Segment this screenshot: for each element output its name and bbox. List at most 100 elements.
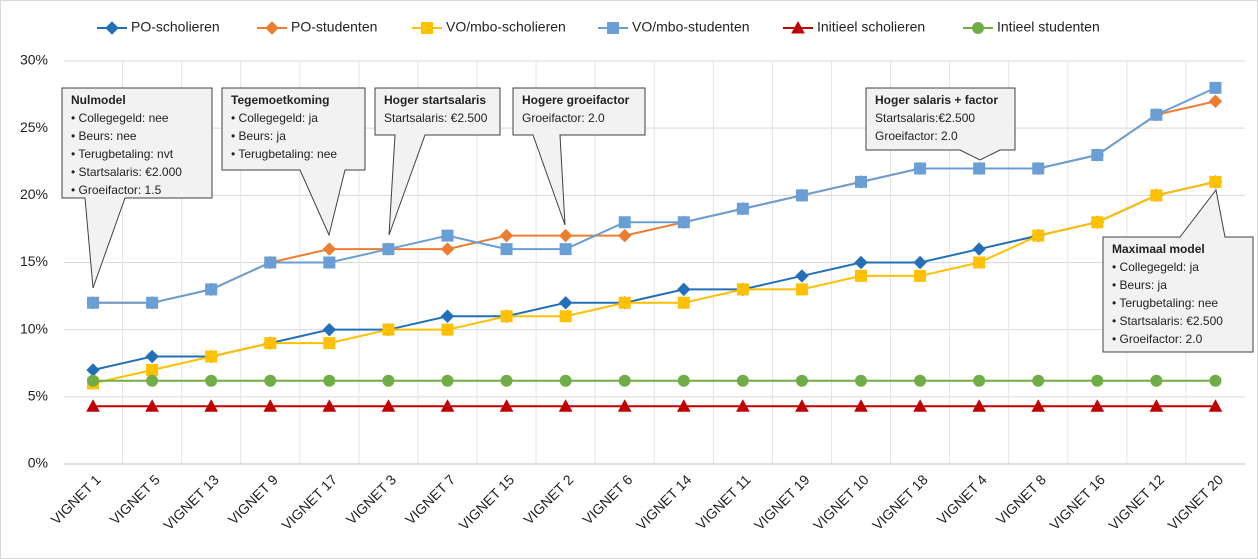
data-point [441,229,454,242]
callout-line: • Startsalaris: €2.000 [71,165,182,179]
callout: Hoger salaris + factor Startsalaris:€2.50… [865,87,1016,161]
data-point [145,349,159,364]
callout-line: Groeifactor: 2.0 [522,111,605,125]
callout-line: • Collegegeld: ja [1112,260,1199,274]
data-point [795,374,808,387]
data-point [440,242,455,256]
data-point [500,243,513,256]
callout-title: Hoger salaris + factor [875,93,998,107]
data-point [382,243,395,256]
data-point [1149,399,1164,412]
legend-label: PO-scholieren [131,19,220,35]
data-point [263,399,278,412]
data-point [1209,374,1222,387]
data-point [677,216,690,229]
data-point [914,162,927,175]
callout-title: Hogere groeifactor [522,93,630,107]
data-point [558,399,573,412]
callout-line: • Terugbetaling: nee [231,147,337,161]
legend-label: Intieel studenten [997,19,1100,35]
data-point [854,399,868,412]
data-point [264,374,277,387]
callout-line: • Beurs: ja [1112,278,1167,292]
data-point [559,310,572,323]
callout: Nulmodel • Collegegeld: nee • Beurs: nee • … [61,87,213,289]
data-point [854,255,868,270]
y-tick-label: 0% [28,455,48,471]
callout-box [865,87,1016,161]
callout-line: Startsalaris:€2.500 [875,111,975,125]
data-point [1209,81,1222,94]
data-point [323,374,336,387]
callout-box [512,87,646,226]
series-line [93,86,1216,304]
data-point [500,310,513,323]
data-point [323,337,336,350]
data-point [973,162,986,175]
callout-line: Groeifactor: 2.0 [875,129,958,143]
data-point [618,374,631,387]
data-point [914,269,927,282]
data-point [205,283,218,296]
data-point [736,202,749,215]
data-point [382,374,395,387]
data-point [973,374,986,387]
data-point [677,296,690,309]
data-point [499,399,514,412]
callout-line: • Beurs: nee [71,129,137,143]
y-tick-label: 10% [20,320,48,336]
data-point [795,283,808,296]
data-point [795,269,809,283]
data-point [914,374,927,387]
data-point [558,296,573,310]
data-point [205,374,218,387]
data-point [381,399,396,412]
data-point [618,296,631,309]
callout-line: Startsalaris: €2.500 [384,111,488,125]
callout-title: Nulmodel [71,93,126,107]
data-point [145,399,159,412]
data-point [1090,399,1105,412]
callout-title: Tegemoetkoming [231,93,329,107]
legend-label: Initieel scholieren [817,19,925,35]
legend-marker [607,22,619,34]
data-point [855,175,868,188]
data-point [322,399,337,412]
data-point [1032,229,1045,242]
data-point [146,374,159,387]
data-point [677,374,690,387]
data-point [1208,94,1223,109]
data-point [1091,149,1104,162]
callout-line: • Terugbetaling: nee [1112,296,1218,310]
callout-title: Hoger startsalaris [384,93,486,107]
callout-line: • Groeifactor: 2.0 [1112,332,1203,346]
callout-line: • Collegegeld: ja [231,111,318,125]
data-point [1150,189,1163,202]
data-point [204,399,219,412]
y-tick-label: 20% [20,186,48,202]
data-point [1032,162,1045,175]
data-point [913,255,927,270]
data-point [795,399,809,412]
callout: Hogere groeifactor Groeifactor: 2.0 [512,87,646,226]
callout-box [61,87,213,289]
data-point [87,296,100,309]
data-point [382,323,395,336]
data-point [913,399,927,412]
data-point [736,399,750,412]
data-point [440,399,455,412]
callout-title: Maximaal model [1112,242,1205,256]
data-point [1150,374,1163,387]
data-point [676,399,691,412]
y-tick-label: 30% [20,52,48,68]
data-point [677,282,691,297]
legend-marker [421,22,433,34]
data-point [1208,399,1223,412]
legend-marker [105,21,119,35]
data-point [322,322,337,337]
data-point [559,243,572,256]
data-point [441,374,454,387]
data-point [1032,374,1045,387]
y-tick-label: 15% [20,253,48,269]
data-point [795,189,808,202]
